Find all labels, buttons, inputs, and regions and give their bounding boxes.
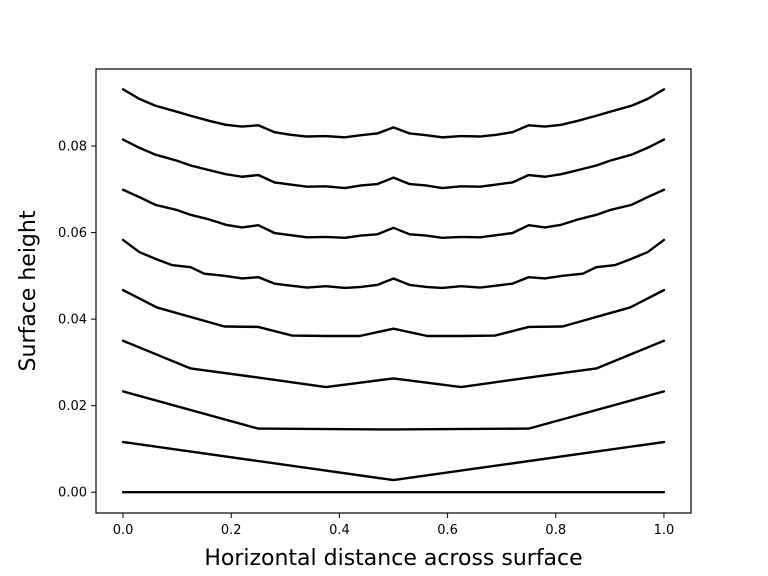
series-line-5 (121, 238, 666, 290)
series-line-2 (121, 390, 666, 431)
series-line-8 (121, 88, 666, 139)
y-tick-label: 0.04 (58, 313, 87, 328)
x-tick-label: 0.8 (545, 523, 566, 538)
series-layer (121, 88, 666, 494)
y-tick-label: 0.02 (58, 399, 87, 414)
x-tick-label: 1.0 (654, 523, 675, 538)
x-tick-label: 0.0 (113, 523, 134, 538)
series-line-3 (121, 339, 666, 389)
y-tick-label: 0.08 (58, 140, 87, 155)
y-axis: 0.00 0.02 0.04 0.06 0.08 (58, 140, 96, 501)
x-tick-label: 0.6 (437, 523, 458, 538)
y-axis-label: Surface height (16, 210, 41, 371)
series-line-7 (121, 138, 666, 190)
x-axis: 0.0 0.2 0.4 0.6 0.8 1.0 (113, 513, 675, 538)
x-axis-label: Horizontal distance across surface (204, 546, 582, 571)
series-line-6 (121, 188, 666, 239)
y-tick-label: 0.06 (58, 226, 87, 241)
series-line-1 (121, 440, 666, 482)
y-tick-label: 0.00 (58, 486, 87, 501)
plot-frame (95, 68, 692, 514)
x-tick-label: 0.2 (221, 523, 242, 538)
x-tick-label: 0.4 (329, 523, 350, 538)
series-line-4 (121, 288, 666, 338)
